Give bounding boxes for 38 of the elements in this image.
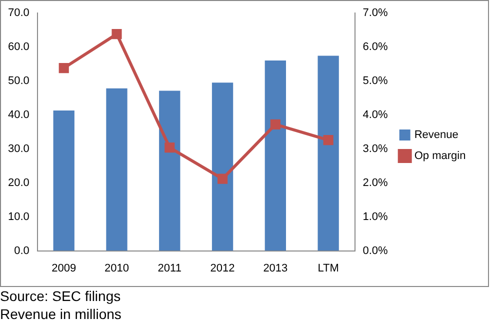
y-tick-label: 60.0	[8, 41, 30, 54]
y-tick-label: 70.0	[8, 7, 30, 20]
y-tick-label: 0.0	[14, 244, 30, 257]
y2-tick-label: 2.0%	[362, 176, 388, 189]
legend-label: Op margin	[414, 150, 466, 162]
y2-tick-label: 7.0%	[362, 7, 388, 20]
y2-tick-label: 1.0%	[362, 210, 388, 223]
y-tick-label: 50.0	[8, 74, 30, 87]
x-tick-label: 2013	[263, 262, 288, 274]
x-tick-label: 2010	[104, 262, 129, 274]
bar	[264, 60, 286, 251]
y2-tick-label: 4.0%	[362, 108, 388, 121]
point	[270, 119, 280, 130]
bar	[106, 88, 128, 251]
point	[323, 135, 334, 146]
y2-tick-label: 0.0%	[362, 244, 388, 257]
y-tick-label: 30.0	[8, 142, 30, 155]
bar	[318, 56, 339, 251]
y-tick-label: 10.0	[8, 210, 30, 223]
y-tick-label: 20.0	[8, 176, 30, 189]
bar	[159, 90, 180, 251]
source-note: Source: SEC filings	[0, 287, 122, 305]
y2-tick-label: 6.0%	[362, 41, 388, 54]
x-tick-label: LTM	[318, 262, 339, 274]
point	[58, 63, 69, 74]
y2-tick-label: 3.0%	[362, 142, 388, 155]
legend-label: Revenue	[414, 129, 458, 142]
x-tick-label: 2012	[210, 262, 235, 274]
bar	[53, 110, 74, 251]
x-tick-label: 2009	[52, 262, 76, 274]
y2-tick-label: 5.0%	[362, 74, 388, 87]
point	[164, 142, 175, 153]
y-tick-label: 40.0	[8, 108, 30, 121]
x-tick-label: 2011	[158, 262, 182, 274]
point	[112, 29, 122, 40]
text: Revenue in millions	[0, 305, 122, 323]
bar	[212, 82, 234, 251]
point	[217, 174, 228, 184]
